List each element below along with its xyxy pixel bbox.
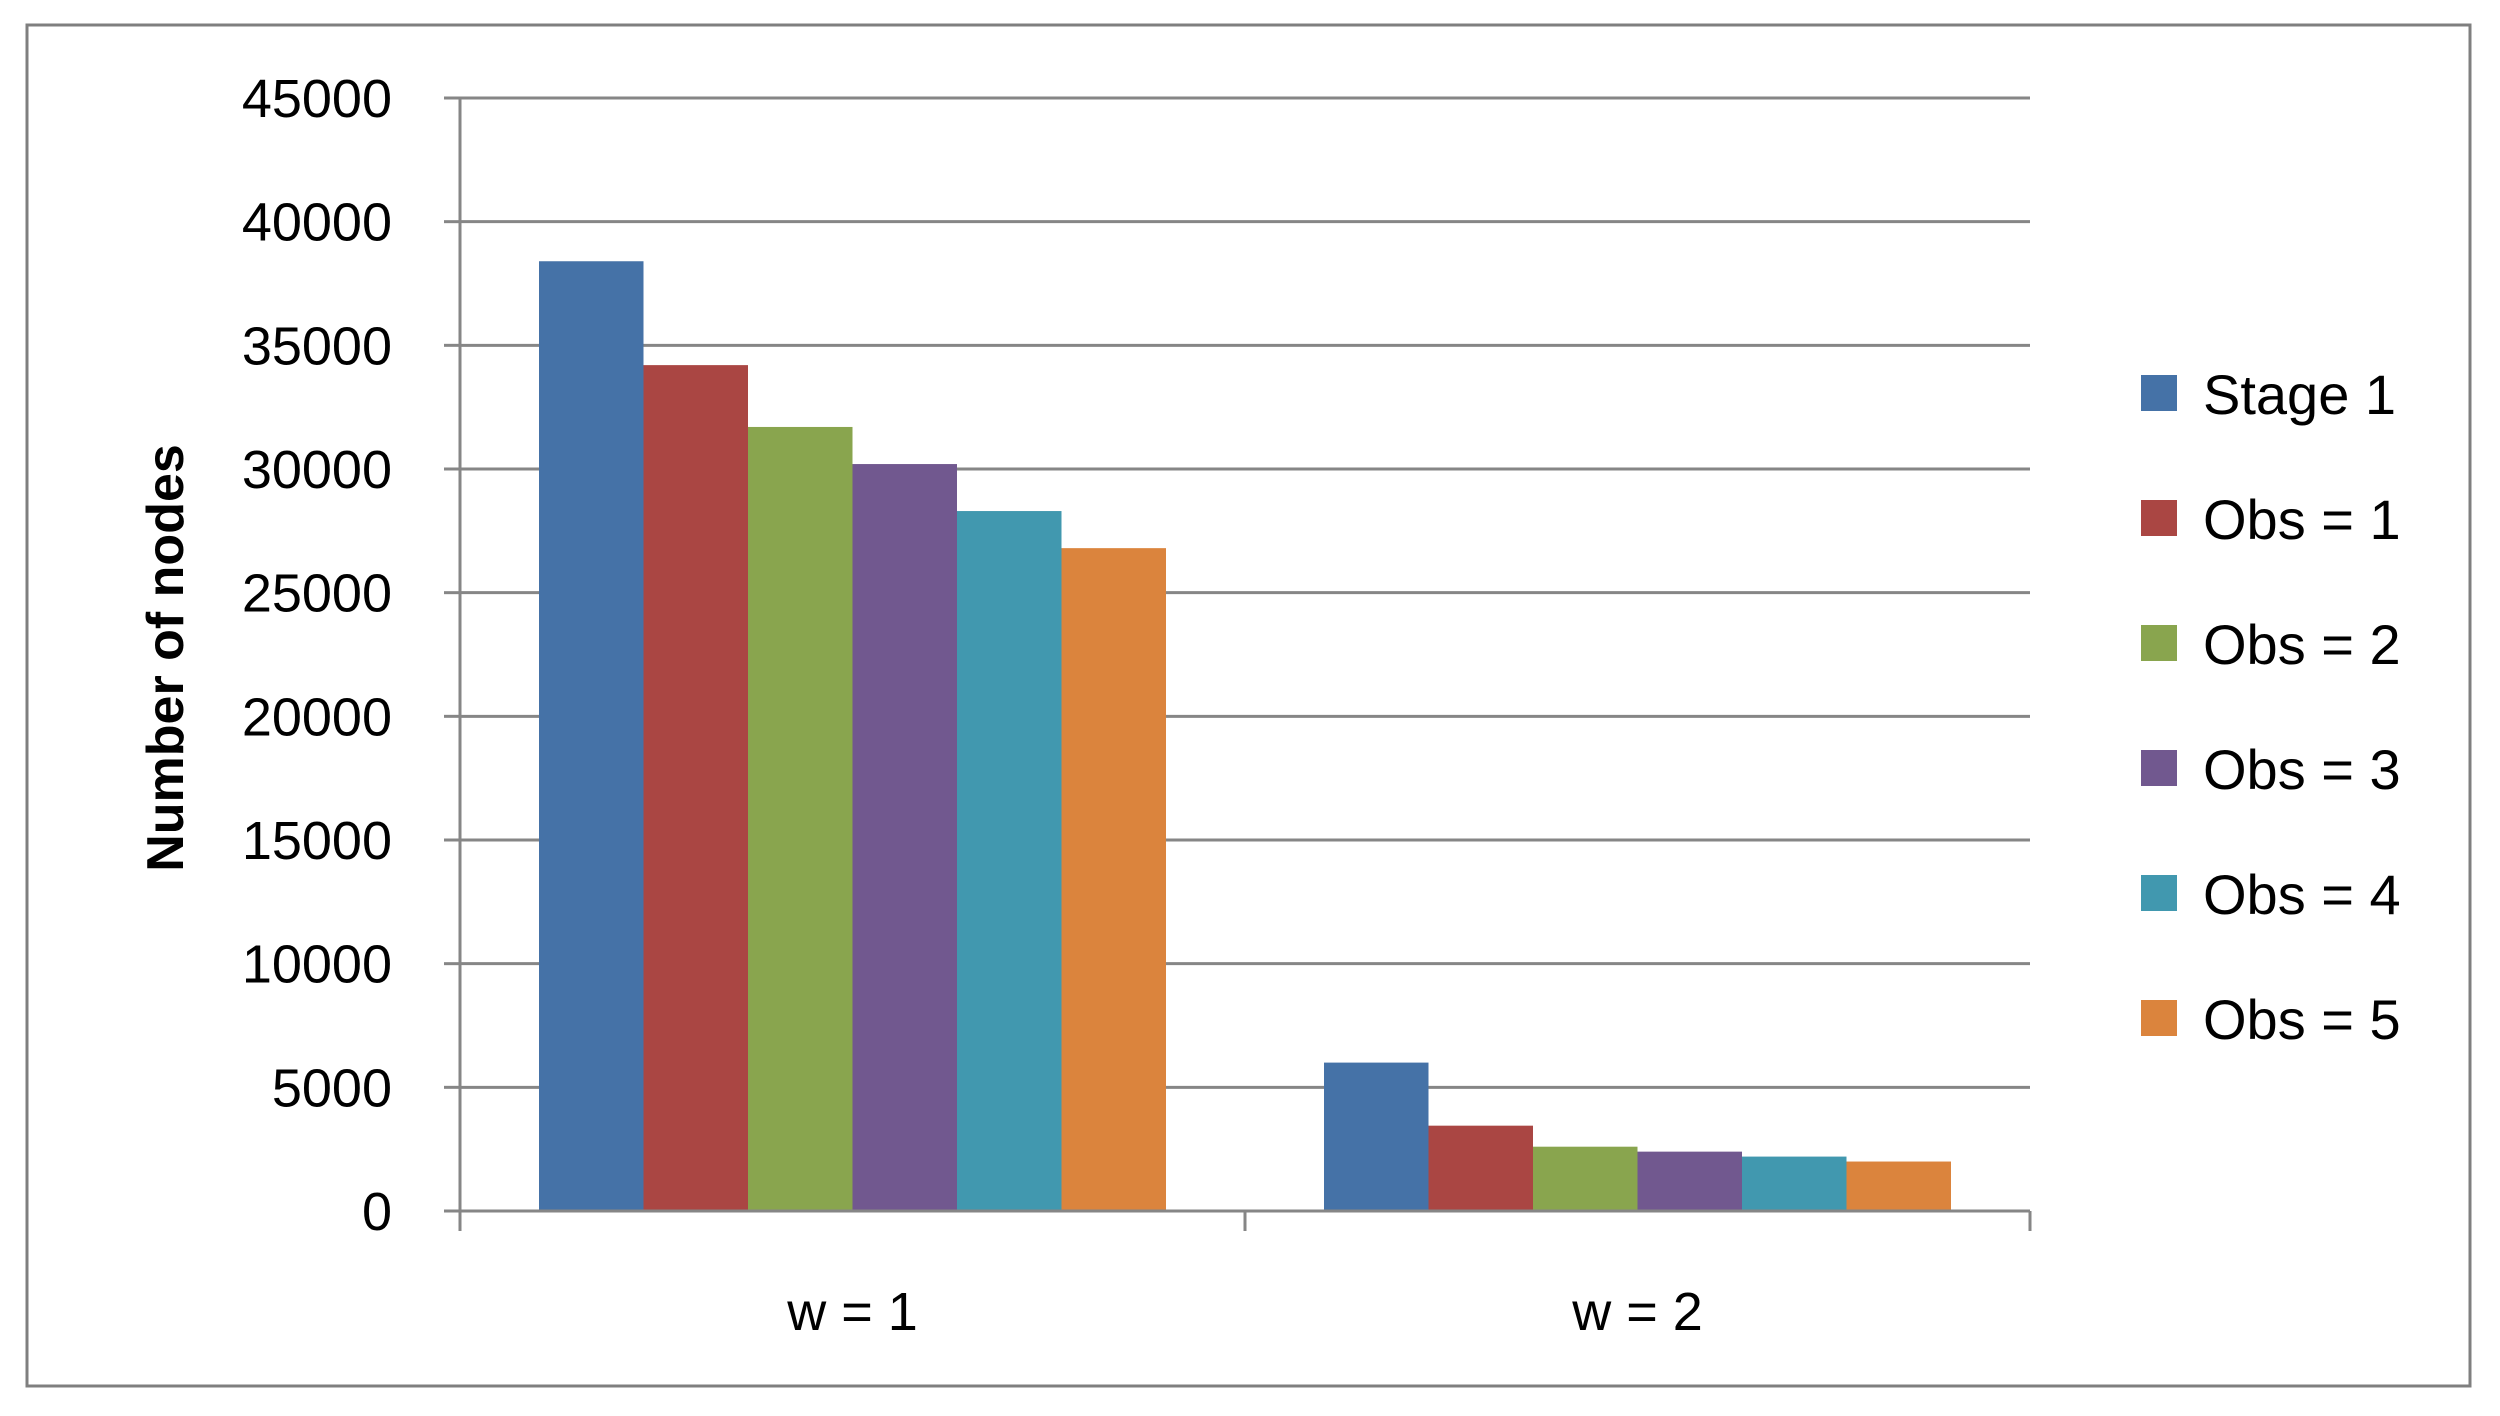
bar-obs-4-2 — [1742, 1156, 1847, 1211]
y-axis-title: Number of nodes — [137, 444, 195, 872]
y-tick-label: 10000 — [242, 935, 392, 995]
legend-label: Obs = 5 — [2203, 988, 2401, 1051]
y-tick-label: 0 — [362, 1182, 392, 1242]
y-tick-label: 20000 — [242, 687, 392, 747]
y-tick-label: 35000 — [242, 316, 392, 376]
y-tick-label: 25000 — [242, 564, 392, 624]
x-category-label: w = 1 — [786, 1282, 918, 1342]
axes — [444, 96, 2032, 1231]
bar-stage-1-2 — [1324, 1062, 1429, 1211]
bar-stage-1-1 — [539, 261, 644, 1211]
bar-obs-1-2 — [1428, 1125, 1533, 1211]
y-tick-label: 30000 — [242, 440, 392, 500]
bar-obs-1-1 — [643, 365, 748, 1211]
bar-obs-4-1 — [957, 511, 1062, 1212]
y-tick-label: 45000 — [242, 69, 392, 129]
legend-label: Obs = 1 — [2203, 488, 2401, 551]
y-tick-label: 15000 — [242, 811, 392, 871]
bar-obs-3-1 — [852, 464, 957, 1211]
legend-swatch — [2141, 1000, 2177, 1036]
legend-label: Obs = 3 — [2203, 738, 2401, 801]
y-tick-labels: 0 5000 10000 15000 20000 25000 30000 35000 40000… — [242, 69, 392, 1242]
bar-obs-3-2 — [1637, 1151, 1742, 1211]
legend-swatch — [2141, 625, 2177, 661]
legend-label: Stage 1 — [2203, 363, 2396, 426]
legend-label: Obs = 2 — [2203, 613, 2401, 676]
y-tick-label: 40000 — [242, 193, 392, 253]
legend-swatch — [2141, 875, 2177, 911]
legend: Stage 1 Obs = 1 Obs = 2 Obs = 3 Obs = 4 Obs =… — [2141, 363, 2401, 1051]
legend-swatch — [2141, 500, 2177, 536]
legend-swatch — [2141, 375, 2177, 411]
bar-obs-5-1 — [1061, 548, 1166, 1211]
bar-obs-2-2 — [1533, 1146, 1638, 1211]
bar-obs-5-2 — [1846, 1161, 1951, 1211]
legend-swatch — [2141, 750, 2177, 786]
x-category-label: w = 2 — [1571, 1282, 1703, 1342]
bar-obs-2-1 — [748, 426, 853, 1211]
x-category-labels: w = 1 w = 2 — [786, 1282, 1703, 1342]
legend-label: Obs = 4 — [2203, 863, 2401, 926]
bars — [539, 261, 1951, 1212]
chart-border — [25, 23, 2472, 1388]
y-tick-label: 5000 — [272, 1058, 392, 1118]
